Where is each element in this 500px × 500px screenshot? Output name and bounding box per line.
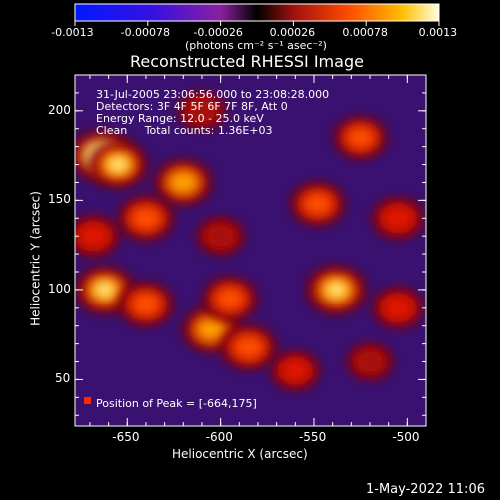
chart-title: Reconstructed RHESSI Image — [130, 52, 364, 71]
heatmap-hot-region — [89, 142, 147, 187]
plot-frame — [74, 74, 427, 427]
colorbar-tick-label: 0.00078 — [342, 26, 388, 39]
heatmap-hot-region — [179, 93, 225, 129]
heatmap-hot-region — [271, 352, 319, 389]
plot-date: 1-May-2022 11:06 — [366, 482, 485, 497]
colorbar-tick-label: 0.00026 — [269, 26, 316, 39]
annotation-detectors: Detectors: 3F 4F 5F 6F 7F 8F, Att 0 — [96, 100, 288, 113]
y-axis-label: Heliocentric Y (arcsec) — [28, 191, 43, 326]
heatmap-hot-region — [118, 197, 174, 240]
heatmap-hot-region — [76, 267, 134, 313]
heatmap-hot-region — [306, 267, 367, 313]
y-tick-label: 200 — [48, 102, 71, 117]
annotation-time-range: 31-Jul-2005 23:06:56.000 to 23:08:28.000 — [96, 88, 330, 101]
colorbar-tick-label: 0.0013 — [418, 26, 458, 39]
annotation-total-counts: Clean Total counts: 1.36E+03 — [96, 124, 273, 137]
heatmap-hot-region — [221, 326, 276, 369]
colorbar-ticks — [74, 21, 440, 26]
x-tick-label: -550 — [298, 430, 327, 444]
x-tick-label: -500 — [392, 430, 420, 444]
heatmap-hot-region — [373, 199, 423, 238]
x-tick-label: -650 — [112, 430, 140, 444]
colorbar — [74, 3, 440, 22]
heatmap-hot-region — [75, 216, 119, 256]
colorbar-units: (photons cm⁻² s⁻¹ asec⁻²) — [185, 39, 327, 52]
heatmap-hot-region — [155, 160, 212, 205]
heatmap-hot-region — [334, 117, 387, 158]
heatmap-layer — [75, 93, 423, 389]
colorbar-tick-label: -0.00078 — [120, 26, 171, 39]
colorbar-tick-label: -0.00026 — [193, 26, 243, 39]
y-tick-label: 100 — [48, 281, 71, 296]
y-tick-label: 150 — [48, 192, 71, 207]
peak-marker — [84, 397, 91, 404]
axis-ticks — [75, 74, 427, 426]
peak-position-label: Position of Peak = [-664,175] — [96, 397, 257, 410]
heatmap-hot-region — [348, 344, 392, 379]
y-tick-label: 50 — [55, 371, 71, 386]
heatmap-hot-region — [373, 289, 423, 327]
heatmap-hot-region — [198, 218, 244, 254]
heatmap-hot-region — [291, 183, 345, 225]
x-axis-label: Heliocentric X (arcsec) — [172, 447, 308, 461]
colorbar-tick-label: -0.0013 — [51, 26, 94, 39]
x-tick-label: -600 — [205, 430, 233, 444]
heatmap-hot-region — [119, 283, 173, 325]
heatmap-hot-region — [203, 278, 257, 320]
annotation-energy-range: Energy Range: 12.0 - 25.0 keV — [96, 112, 264, 125]
